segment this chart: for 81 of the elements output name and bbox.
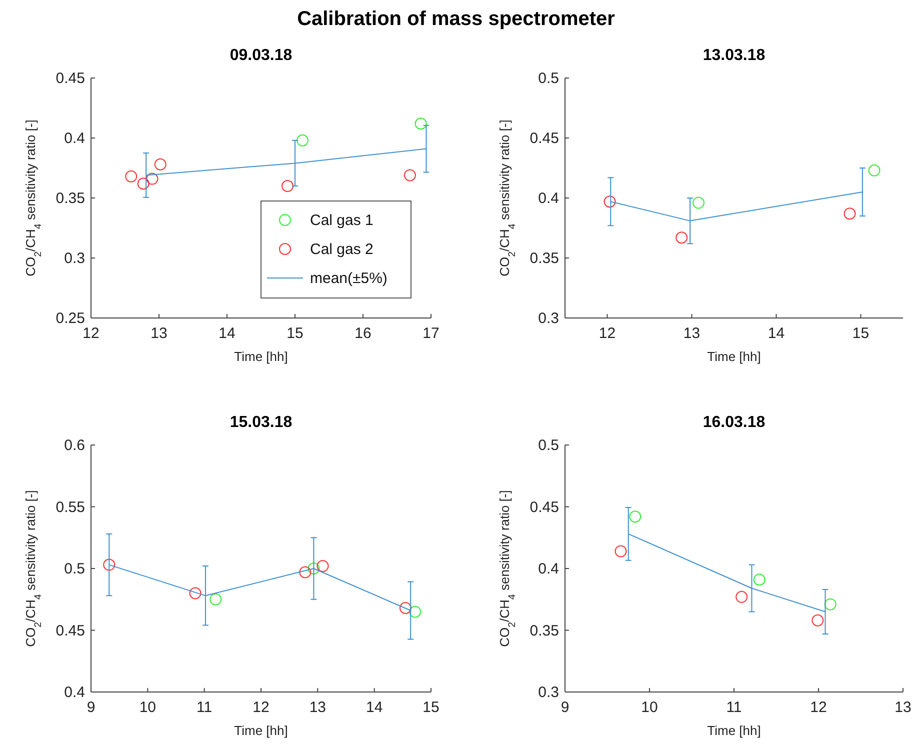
- y-tick-label: 0.45: [56, 622, 85, 640]
- point: [409, 606, 422, 618]
- legend-label: mean(±5%): [310, 270, 388, 287]
- y-tick-label: 0.3: [538, 684, 559, 701]
- y-tick-label: 0.35: [530, 622, 559, 640]
- point: [629, 510, 642, 523]
- x-tick-label: 15: [422, 699, 440, 716]
- point: [308, 562, 320, 574]
- point: [844, 208, 856, 220]
- x-tick-label: 10: [139, 699, 156, 716]
- text: Calibration of mass spectrometer: [297, 8, 616, 30]
- point: [404, 169, 416, 182]
- y-tick-label: 0.4: [538, 560, 559, 578]
- x-tick-label: 12: [82, 325, 100, 342]
- point: [736, 590, 748, 603]
- x-axis-title: Time [hh]: [234, 723, 288, 738]
- x-axis-title: Time [hh]: [234, 349, 288, 364]
- y-tick-label: 0.5: [64, 560, 85, 578]
- legend-label: Cal gas 2: [310, 241, 374, 258]
- legend-label: Cal gas 1: [310, 212, 374, 229]
- x-tick-label: 13: [894, 699, 912, 716]
- point: [812, 614, 824, 626]
- point: [296, 134, 308, 146]
- point: [137, 178, 150, 190]
- point: [400, 602, 412, 614]
- x-tick-label: 11: [726, 699, 742, 716]
- x-tick-label: 14: [768, 325, 785, 342]
- y-tick-label: 0.5: [538, 70, 559, 87]
- x-tick-label: 12: [598, 325, 616, 342]
- x-tick-label: 15: [852, 325, 870, 342]
- point: [604, 196, 616, 208]
- y-tick-label: 0.45: [530, 130, 559, 147]
- y-tick-label: 0.4: [538, 190, 559, 207]
- x-tick-label: 13: [683, 325, 700, 342]
- x-tick-label: 15: [286, 325, 304, 342]
- x-tick-label: 12: [252, 699, 270, 716]
- y-tick-label: 0.6: [64, 437, 85, 454]
- y-tick-label: 0.45: [56, 70, 85, 87]
- chart-title: 15.03.18: [230, 414, 292, 431]
- x-axis-title: Time [hh]: [707, 723, 761, 738]
- y-tick-label: 0.35: [56, 190, 85, 207]
- point: [282, 180, 294, 192]
- point: [753, 574, 766, 586]
- x-tick-label: 10: [641, 699, 658, 716]
- point: [125, 170, 138, 182]
- point: [614, 545, 627, 558]
- chart-title: 16.03.18: [702, 414, 766, 431]
- point: [414, 118, 427, 130]
- x-tick-label: 9: [560, 699, 570, 716]
- point: [154, 158, 166, 170]
- y-tick-label: 0.35: [530, 250, 559, 267]
- x-tick-label: 12: [810, 699, 827, 716]
- x-axis-title: Time [hh]: [707, 349, 761, 364]
- x-tick-label: 16: [354, 325, 372, 342]
- point: [189, 587, 202, 600]
- point: [210, 593, 222, 606]
- point: [299, 566, 312, 578]
- point: [868, 164, 880, 176]
- y-tick-label: 0.4: [64, 130, 85, 147]
- y-tick-label: 0.45: [530, 498, 559, 516]
- x-tick-label: 14: [366, 699, 383, 716]
- y-tick-label: 0.4: [64, 684, 85, 701]
- y-tick-label: 0.3: [538, 310, 559, 327]
- y-tick-label: 0.25: [56, 310, 85, 327]
- x-tick-label: 14: [218, 325, 236, 342]
- point: [146, 172, 158, 185]
- y-tick-label: 0.55: [56, 498, 85, 516]
- y-tick-label: 0.5: [538, 437, 559, 454]
- point: [103, 558, 116, 571]
- point: [692, 196, 705, 209]
- point: [824, 598, 836, 610]
- point: [316, 560, 329, 572]
- x-tick-label: 17: [422, 325, 440, 342]
- y-tick-label: 0.3: [64, 250, 85, 267]
- point: [676, 232, 688, 244]
- x-tick-label: 9: [86, 699, 96, 716]
- x-tick-label: 11: [196, 699, 212, 716]
- x-tick-label: 13: [309, 699, 326, 716]
- x-tick-label: 13: [150, 325, 168, 342]
- chart-title: 09.03.18: [230, 47, 292, 64]
- chart-title: 13.03.18: [702, 47, 766, 64]
